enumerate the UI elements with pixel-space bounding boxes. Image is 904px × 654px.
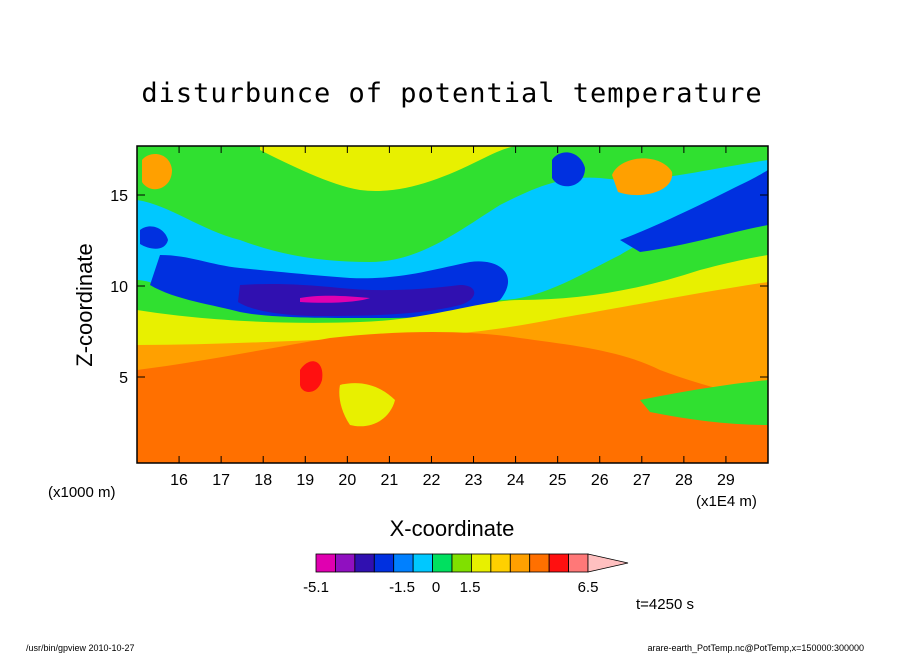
x-tick-label: 23 (465, 472, 483, 489)
chart-title: disturbunce of potential temperature (141, 78, 762, 109)
x-tick-label: 20 (338, 472, 356, 489)
field-upper-right-blue (620, 170, 768, 252)
x-tick-label: 16 (170, 472, 188, 489)
field-upper-left-blue (140, 226, 168, 249)
field-neg-strong (300, 295, 370, 303)
x-tick-label: 28 (675, 472, 693, 489)
x-unit-right: (x1E4 m) (696, 493, 757, 510)
field-pos-strong (300, 361, 323, 392)
colorbar-segment (315, 553, 336, 573)
x-tick-label: 18 (254, 472, 272, 489)
time-label: t=4250 s (636, 596, 694, 613)
field-upper-left-orange (142, 154, 172, 190)
colorbar-segment (373, 553, 395, 573)
field-band-cyan (137, 160, 768, 305)
colorbar-segment (471, 553, 492, 573)
x-tick-label: 17 (212, 472, 230, 489)
colorbar-label: 1.5 (460, 579, 481, 596)
y-tick-label: 15 (110, 188, 128, 205)
colorbar-segment (354, 553, 375, 573)
x-tick-label: 29 (717, 472, 735, 489)
colorbar-segment (451, 553, 472, 573)
colorbar-segment (412, 553, 433, 573)
y-axis-label: Z-coordinate (72, 243, 97, 367)
footer-right: arare-earth_PotTemp.nc@PotTemp,x=150000:… (647, 643, 864, 653)
x-unit-left: (x1000 m) (48, 484, 116, 501)
x-tick-label: 22 (423, 472, 441, 489)
colorbar-segment (432, 553, 453, 573)
field-upper-right-orange (612, 158, 673, 196)
x-tick-label: 24 (507, 472, 525, 489)
field-upper-yellow-arc (260, 146, 520, 191)
colorbar-segment (335, 553, 356, 573)
y-tick-label: 5 (119, 370, 128, 387)
contour-field (137, 146, 768, 463)
colorbar-labels: -5.1 -1.5 0 1.5 6.5 (303, 579, 598, 596)
colorbar-segment (509, 553, 531, 573)
y-tick-label: 10 (110, 279, 128, 296)
x-axis-label: X-coordinate (390, 516, 515, 541)
footer-left: /usr/bin/gpview 2010-10-27 (26, 643, 135, 653)
colorbar-segment (529, 553, 550, 573)
colorbar-segment (393, 553, 414, 573)
colorbar-arrow (587, 553, 629, 573)
plot-frame (136, 145, 769, 464)
colorbar-label: 6.5 (578, 579, 599, 596)
colorbar-segment (548, 553, 569, 573)
field-band-deeporange (137, 332, 768, 463)
colorbar-label: -5.1 (303, 579, 329, 596)
y-axis: 5 10 15 (110, 188, 768, 387)
x-tick-label: 27 (633, 472, 651, 489)
x-tick-label: 21 (381, 472, 399, 489)
x-tick-label: 25 (549, 472, 567, 489)
colorbar-segment (490, 553, 511, 573)
colorbar-label: 0 (432, 579, 440, 596)
x-tick-label: 26 (591, 472, 609, 489)
field-upper-blue-cell (552, 152, 585, 187)
field-lower-green (640, 380, 768, 425)
x-tick-label: 19 (296, 472, 314, 489)
x-axis: 16 17 18 19 20 21 22 23 24 25 26 27 28 29 (170, 146, 735, 489)
colorbar (315, 553, 629, 573)
field-lower-yellow (339, 383, 395, 427)
colorbar-segment (568, 553, 589, 573)
colorbar-label: -1.5 (389, 579, 415, 596)
